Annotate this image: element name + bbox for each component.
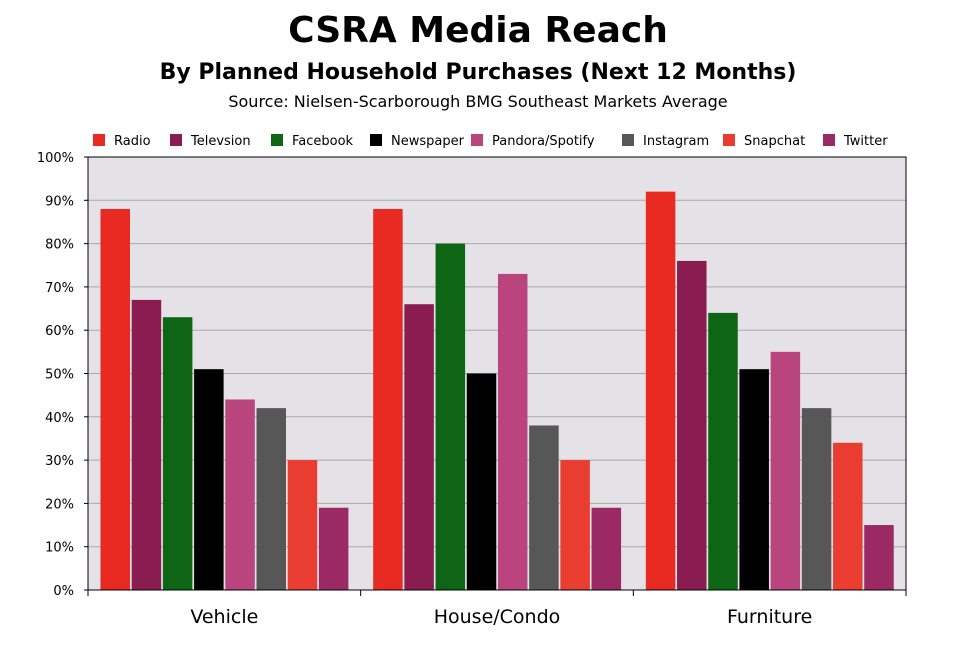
bar-radio-house-condo — [373, 208, 403, 590]
y-tick-label: 100% — [37, 151, 74, 166]
bar-snapchat-house-condo — [560, 460, 590, 590]
x-category-label: Vehicle — [190, 606, 258, 628]
bar-snapchat-vehicle — [287, 460, 318, 590]
legend-swatch — [370, 134, 382, 146]
legend-swatch — [622, 134, 634, 146]
y-tick-label: 40% — [45, 411, 74, 426]
legend-label: Radio — [114, 134, 151, 149]
bar-newspaper-vehicle — [194, 369, 224, 590]
bar-instagram-furniture — [801, 408, 832, 590]
bar-twitter-house-condo — [591, 507, 622, 590]
chart-subtitle: By Planned Household Purchases (Next 12 … — [159, 60, 797, 85]
legend-swatch — [823, 134, 835, 146]
legend-label: Twitter — [843, 134, 888, 149]
bar-newspaper-house-condo — [466, 373, 497, 590]
bar-facebook-house-condo — [435, 243, 466, 590]
y-tick-label: 30% — [45, 454, 74, 469]
bar-instagram-house-condo — [529, 425, 559, 590]
bar-facebook-vehicle — [162, 317, 193, 590]
legend-swatch — [271, 134, 283, 146]
bar-pandora-spotify-vehicle — [225, 399, 255, 590]
legend-label: Instagram — [643, 134, 709, 149]
y-tick-label: 10% — [45, 541, 74, 556]
y-tick-label: 50% — [45, 368, 74, 383]
bar-twitter-vehicle — [318, 507, 349, 590]
bar-newspaper-furniture — [739, 369, 769, 590]
bar-televsion-house-condo — [404, 304, 434, 590]
bar-radio-furniture — [645, 191, 676, 590]
legend-swatch — [170, 134, 182, 146]
plot-area: 0% 10% 20% 30% 40% 50% 60% 70% 80% 90% 100% Vehicle… — [37, 151, 907, 628]
legend-label: Televsion — [190, 134, 251, 149]
chart-legend: Radio Televsion Facebook Newspaper Pandora/S… — [93, 134, 888, 149]
x-category-label: Furniture — [727, 606, 812, 628]
y-tick-label: 20% — [45, 497, 74, 512]
bar-radio-vehicle — [100, 208, 130, 590]
legend-label: Snapchat — [744, 134, 805, 149]
legend-label: Facebook — [292, 134, 354, 149]
plot-border — [87, 156, 907, 591]
y-tick-label: 60% — [45, 324, 74, 339]
bar-pandora-spotify-house-condo — [497, 273, 528, 590]
legend-label: Pandora/Spotify — [492, 134, 595, 149]
bar-instagram-vehicle — [256, 408, 286, 590]
y-tick-label: 90% — [45, 194, 74, 209]
bar-pandora-spotify-furniture — [770, 351, 801, 590]
chart-source: Source: Nielsen-Scarborough BMG Southeas… — [228, 92, 728, 111]
bar-twitter-furniture — [864, 525, 894, 590]
bar-facebook-furniture — [708, 312, 738, 590]
legend-label: Newspaper — [391, 134, 465, 149]
bar-snapchat-furniture — [833, 442, 863, 590]
legend-swatch — [93, 134, 105, 146]
legend-swatch — [471, 134, 483, 146]
y-tick-label: 0% — [53, 584, 74, 599]
y-tick-label: 80% — [45, 238, 74, 253]
legend-swatch — [723, 134, 735, 146]
bar-televsion-vehicle — [131, 299, 162, 590]
chart-title: CSRA Media Reach — [288, 10, 668, 51]
bar-televsion-furniture — [677, 260, 707, 590]
y-tick-label: 70% — [45, 281, 74, 296]
x-category-label: House/Condo — [434, 606, 561, 628]
